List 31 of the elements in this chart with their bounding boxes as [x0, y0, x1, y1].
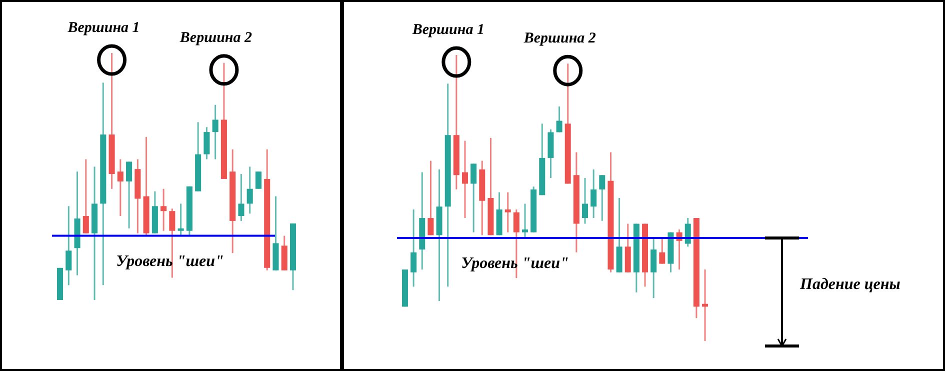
ref-line-label: Уровень "шеи"	[116, 252, 224, 270]
candlestick	[659, 237, 666, 265]
candlestick	[82, 158, 89, 234]
text: Вершина 2	[522, 30, 596, 47]
candlestick	[160, 188, 167, 232]
candlestick	[590, 168, 597, 219]
candlestick	[428, 160, 434, 236]
candlestick	[462, 140, 468, 219]
candlestick	[684, 217, 691, 248]
candlestick	[66, 205, 72, 286]
candlestick	[246, 166, 253, 214]
candlestick	[126, 160, 132, 230]
ref-line-label: Уровень "шеи"	[461, 255, 569, 272]
text: Падение цены	[799, 276, 900, 294]
text: Вершина 1	[66, 20, 140, 36]
candlestick	[522, 202, 528, 239]
candlestick	[178, 202, 184, 237]
candlestick	[582, 177, 588, 224]
candlestick	[212, 104, 218, 160]
candlestick	[556, 106, 562, 133]
text: Вершина 1	[411, 22, 484, 38]
candlestick	[650, 237, 657, 299]
candlestick	[255, 170, 262, 190]
candlestick	[117, 158, 124, 217]
candlestick	[410, 208, 417, 288]
candlestick	[204, 126, 210, 160]
candlestick	[470, 162, 477, 234]
candlestick	[599, 174, 606, 222]
candlestick	[238, 173, 244, 222]
candlestick	[504, 192, 511, 234]
text: Вершина 2	[178, 30, 252, 46]
